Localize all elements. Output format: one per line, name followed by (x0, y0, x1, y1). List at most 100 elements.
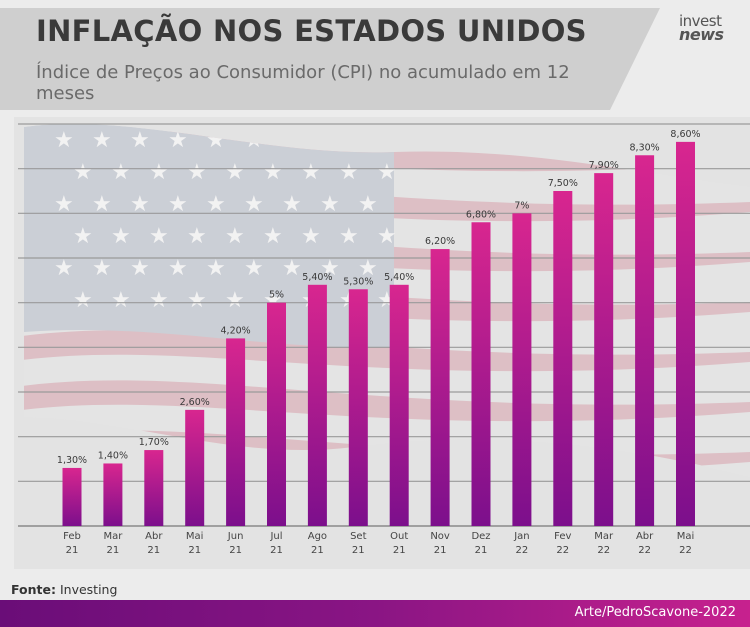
flag-star: ★ (111, 160, 131, 185)
chart-panel: ★ ★ ★ ★ ★ ★ ★ ★ ★ ★ ★ ★ ★ ★ ★ ★ ★ ★ ★ ★ ★ ★ ★ ★ ★ ★ ★ ★ ★ ★ ★ ★ ★ ★ ★ ★ ★ ★ ★ ★… (14, 117, 750, 569)
bar (471, 222, 491, 526)
bar (144, 450, 164, 526)
bar-series (62, 141, 695, 527)
flag-star: ★ (301, 160, 321, 185)
flag-star: ★ (225, 224, 245, 249)
flag-star: ★ (206, 256, 226, 281)
bar (389, 284, 409, 526)
bar-value-label: 7,50% (548, 178, 578, 189)
flag-star: ★ (320, 192, 340, 217)
chart-title: INFLAÇÃO NOS ESTADOS UNIDOS (36, 14, 587, 48)
flag-star: ★ (168, 192, 188, 217)
bar-value-label: 7,90% (589, 160, 619, 171)
bar-value-label: 5,40% (384, 272, 414, 283)
flag-star: ★ (111, 224, 131, 249)
flag-star: ★ (187, 160, 207, 185)
bar-value-label: 7% (514, 200, 529, 211)
flag-star: ★ (301, 224, 321, 249)
header-band-shape (0, 8, 660, 110)
bar (103, 463, 123, 526)
flag-star: ★ (149, 160, 169, 185)
x-tick-label-month: Abr (145, 531, 163, 542)
flag-star: ★ (263, 160, 283, 185)
flag-star: ★ (168, 256, 188, 281)
x-tick-label-month: Jan (513, 531, 529, 542)
x-tick-label-year: 21 (475, 545, 488, 556)
flag-star: ★ (111, 288, 131, 313)
bar-value-label: 6,80% (466, 209, 496, 220)
bar (594, 173, 614, 526)
flag-star: ★ (206, 192, 226, 217)
flag-canton (24, 123, 394, 348)
bar (348, 289, 368, 526)
x-tick-label-month: Ago (308, 531, 327, 542)
bar (226, 338, 246, 526)
investnews-logo: invest news (679, 12, 741, 44)
bar-value-label: 5,40% (302, 272, 332, 283)
bar-value-label: 1,70% (139, 437, 169, 448)
flag-star: ★ (282, 192, 302, 217)
flag-star: ★ (92, 256, 112, 281)
bar (553, 191, 573, 526)
x-tick-label-month: Set (350, 531, 367, 542)
x-tick-labels: Feb 21 Mar 21 Abr 21 Mai 21 Jun 21 Jul 21 Ago 21 Set 21… (63, 531, 694, 556)
flag-star: ★ (130, 192, 150, 217)
bar (430, 249, 450, 527)
flag-star: ★ (339, 224, 359, 249)
logo-text-top: invest (679, 12, 722, 30)
bar (676, 141, 695, 526)
bar (267, 302, 286, 526)
flag-star: ★ (377, 160, 397, 185)
bar (307, 284, 327, 526)
flag-star: ★ (187, 224, 207, 249)
source-note: Fonte: Investing (11, 582, 117, 597)
x-tick-label-month: Nov (430, 531, 450, 542)
flag-star: ★ (92, 128, 112, 153)
x-tick-label-year: 22 (679, 545, 692, 556)
x-tick-label-year: 21 (352, 545, 365, 556)
flag-star: ★ (225, 288, 245, 313)
flag-star: ★ (244, 192, 264, 217)
bar-value-label: 5% (269, 290, 284, 301)
x-tick-label-year: 22 (597, 545, 610, 556)
flag-star: ★ (282, 256, 302, 281)
flag-star: ★ (168, 128, 188, 153)
bar-value-label: 2,60% (180, 397, 210, 408)
flag-star: ★ (244, 256, 264, 281)
x-tick-label-month: Jul (269, 531, 282, 542)
flag-star: ★ (130, 256, 150, 281)
bar-chart: ★ ★ ★ ★ ★ ★ ★ ★ ★ ★ ★ ★ ★ ★ ★ ★ ★ ★ ★ ★ ★ ★ ★ ★ ★ ★ ★ ★ ★ ★ ★ ★ ★ ★ ★ ★ ★ ★ ★ ★… (18, 123, 750, 556)
x-tick-label-month: Mar (103, 531, 123, 542)
flag-star: ★ (244, 128, 264, 153)
flag-star: ★ (54, 128, 74, 153)
bar-value-label: 6,20% (425, 236, 455, 247)
flag-star: ★ (320, 128, 340, 153)
art-credit: Arte/PedroScavone-2022 (574, 605, 736, 620)
flag-star: ★ (54, 192, 74, 217)
flag-star: ★ (377, 224, 397, 249)
flag-star: ★ (73, 288, 93, 313)
gridlines (18, 123, 750, 527)
x-tick-label-month: Jun (227, 531, 244, 542)
flag-star: ★ (339, 160, 359, 185)
bar-value-label: 8,30% (630, 142, 660, 153)
x-tick-label-month: Fev (554, 531, 571, 542)
flag-star: ★ (149, 224, 169, 249)
flag-star: ★ (54, 256, 74, 281)
flag-star: ★ (149, 288, 169, 313)
bar (185, 409, 205, 526)
logo-text-bottom: news (679, 25, 724, 44)
x-tick-label-month: Dez (471, 531, 490, 542)
source-value: Investing (59, 582, 118, 597)
x-tick-label-month: Abr (636, 531, 654, 542)
x-tick-label-year: 21 (229, 545, 242, 556)
x-tick-label-year: 22 (556, 545, 569, 556)
bar (62, 467, 82, 526)
x-tick-label-year: 21 (270, 545, 283, 556)
x-tick-label-year: 22 (516, 545, 529, 556)
x-tick-label-month: Mar (594, 531, 614, 542)
flag-star: ★ (282, 128, 302, 153)
flag-star: ★ (130, 128, 150, 153)
flag-star: ★ (358, 128, 378, 153)
source-label: Fonte: (11, 582, 56, 597)
